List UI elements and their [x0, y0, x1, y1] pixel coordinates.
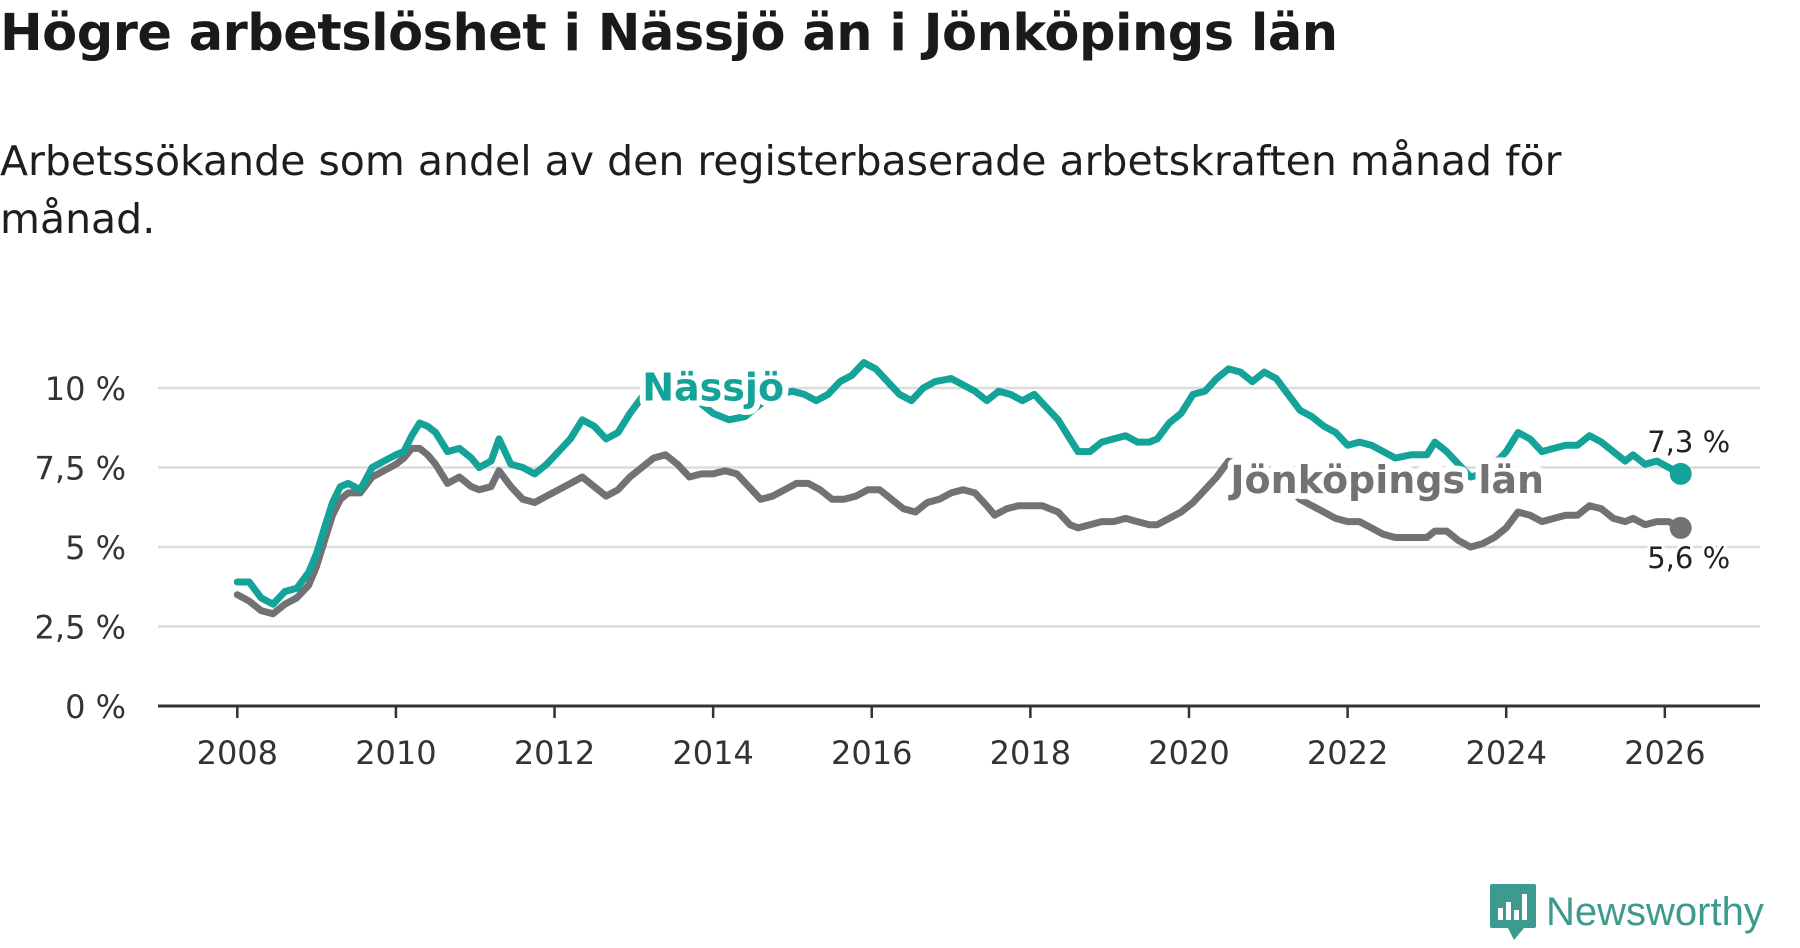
x-tick-label: 2016 [831, 734, 912, 772]
y-tick-label: 10 % [45, 370, 126, 408]
x-tick-label: 2008 [197, 734, 278, 772]
x-tick-label: 2024 [1465, 734, 1546, 772]
chart-title: Högre arbetslöshet i Nässjö än i Jönköpi… [0, 4, 1338, 63]
y-tick-label: 2,5 % [35, 609, 126, 647]
newsworthy-brand-name: Newsworthy [1546, 889, 1764, 934]
x-axis: 2008 2010 2012 2014 2016 2018 2020 2022 2024 2026 [158, 704, 1760, 772]
x-tick-label: 2010 [355, 734, 436, 772]
end-point-j-nk-pings-l-n [1669, 516, 1692, 539]
x-tick-label: 2022 [1307, 734, 1388, 772]
series-annotation: Jönköpings län [1227, 458, 1544, 502]
end-point-n-ssj- [1669, 462, 1692, 485]
x-tick-label: 2014 [672, 734, 753, 772]
series-labels: 7,3 % 5,6 % Nässjö Jönköpings län [636, 360, 1733, 578]
series-lines [233, 359, 1692, 618]
newsworthy-icon [1490, 884, 1536, 940]
x-tick-label: 2020 [1148, 734, 1229, 772]
y-tick-label: 0 % [65, 688, 126, 726]
x-tick-label: 2026 [1624, 734, 1705, 772]
y-axis-ticks: 0 % 2,5 % 5 % 7,5 % 10 % [35, 370, 126, 726]
x-tick-label: 2012 [514, 734, 595, 772]
gridlines [158, 386, 1760, 628]
y-tick-label: 5 % [65, 529, 126, 567]
newsworthy-logo: Newsworthy [1488, 882, 1764, 942]
y-tick-label: 7,5 % [35, 450, 126, 488]
end-label: 5,6 % [1647, 541, 1730, 575]
x-tick-label: 2018 [990, 734, 1071, 772]
chart-subtitle: Arbetssökande som andel av den registerb… [0, 137, 1562, 243]
series-annotation: Nässjö [642, 366, 784, 410]
series-line-n-ssj- [233, 359, 1685, 608]
series-line-j-nk-pings-l-n [233, 444, 1685, 618]
end-label: 7,3 % [1647, 425, 1730, 459]
